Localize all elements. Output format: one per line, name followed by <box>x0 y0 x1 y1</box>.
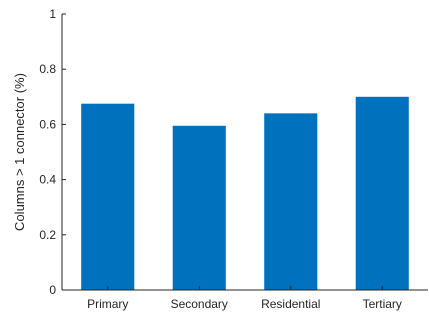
y-axis-label: Columns > 1 connector (%) <box>12 73 27 231</box>
y-tick-label: 0.6 <box>39 117 56 131</box>
x-ticks-group: Primary Secondary Residential Tertiary <box>87 286 402 311</box>
x-tick-label: Tertiary <box>363 297 402 311</box>
y-tick-label: 0.4 <box>39 173 56 187</box>
bar-secondary <box>172 125 226 290</box>
x-tick-label: Secondary <box>171 297 228 311</box>
bar-residential <box>264 113 318 290</box>
y-tick-label: 1 <box>49 7 56 21</box>
x-tick-label: Residential <box>261 297 320 311</box>
y-tick-label: 0.2 <box>39 228 56 242</box>
bars-group <box>81 96 409 290</box>
bar-primary <box>81 103 135 290</box>
x-tick-label: Primary <box>87 297 128 311</box>
y-ticks-group: 0 0.2 0.4 0.6 0.8 1 <box>39 7 66 297</box>
y-tick-label: 0.8 <box>39 62 56 76</box>
y-tick-label: 0 <box>49 283 56 297</box>
bar-tertiary <box>355 96 409 290</box>
